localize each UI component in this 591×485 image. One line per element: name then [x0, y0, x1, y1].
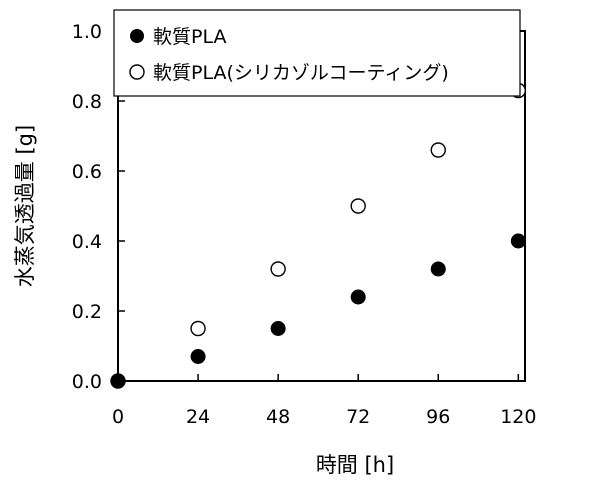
x-tick-label: 72: [346, 406, 370, 428]
y-tick-label: 0.8: [72, 91, 102, 113]
y-tick-label: 0.4: [72, 231, 102, 253]
point-open: [270, 261, 286, 277]
x-tick-label: 24: [186, 406, 210, 428]
point-filled: [270, 321, 286, 336]
point-open: [430, 142, 446, 158]
legend-label-series-1: 軟質PLA: [153, 26, 226, 48]
y-tick-label: 0.6: [72, 161, 102, 183]
point-filled: [190, 349, 206, 364]
point-open: [190, 320, 206, 337]
data-points: [110, 82, 527, 389]
legend-marker-filled: [130, 29, 144, 43]
x-tick-label: 96: [426, 406, 450, 428]
x-axis-tick-labels: 0 24 48 72 96 120: [112, 406, 537, 428]
x-tick-label: 48: [266, 406, 290, 428]
legend: 軟質PLA 軟質PLA(シリカゾルコーティング): [113, 9, 521, 97]
y-tick-label: 1.0: [72, 21, 102, 43]
point-filled: [510, 233, 526, 249]
x-tick-label: 120: [500, 406, 536, 428]
y-axis-tick-labels: 0.0 0.2 0.4 0.6 0.8 1.0: [72, 21, 102, 393]
y-tick-label: 0.0: [72, 371, 102, 393]
legend-label-series-2: 軟質PLA(シリカゾルコーティング): [153, 62, 449, 84]
point-filled: [110, 373, 126, 389]
y-tick-label: 0.2: [72, 301, 102, 323]
x-tick-label: 0: [112, 406, 124, 428]
legend-box: [113, 9, 521, 97]
x-axis-title: 時間 [h]: [316, 453, 394, 477]
point-open: [350, 198, 366, 214]
point-filled: [350, 289, 366, 305]
point-filled: [430, 261, 446, 277]
legend-marker-open: [129, 64, 145, 80]
y-axis-title: 水蒸気透過量 [g]: [13, 125, 37, 287]
